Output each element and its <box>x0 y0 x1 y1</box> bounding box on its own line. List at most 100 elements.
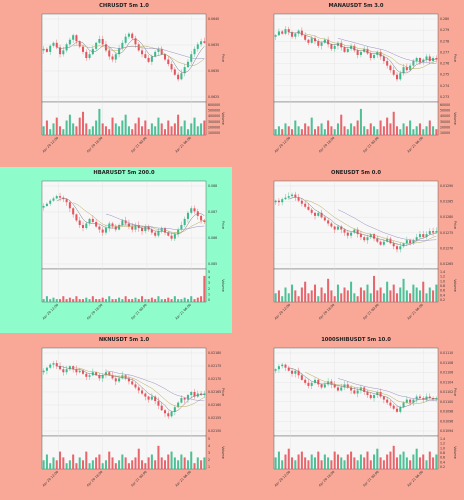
volume-bar <box>304 457 307 469</box>
candle-body <box>196 393 199 397</box>
candle-body <box>200 41 203 45</box>
candle-body <box>134 225 137 230</box>
candle-body <box>359 387 362 391</box>
volume-bar <box>111 299 114 302</box>
volume-tick-label: 1.0 <box>440 446 445 450</box>
x-tick-label: Apr 20 18:00 <box>318 136 336 154</box>
volume-bar <box>163 299 167 302</box>
price-tick-label: 0.274 <box>440 84 449 88</box>
volume-bar <box>127 299 130 302</box>
candle-body <box>330 44 333 49</box>
volume-bar <box>274 293 277 302</box>
candle-body <box>333 45 336 49</box>
candle-body <box>353 45 356 51</box>
volume-axis-label: Volume <box>453 279 457 292</box>
candle-body <box>55 42 58 48</box>
volume-bar <box>323 454 326 469</box>
volume-bar <box>412 284 415 302</box>
price-panel <box>273 180 439 270</box>
volume-tick-label: 50000 <box>440 109 450 113</box>
candle-body <box>81 225 85 229</box>
candle-body <box>157 48 160 52</box>
volume-bar <box>45 120 48 135</box>
volume-bar <box>98 108 101 135</box>
price-tick-label: 0.0635 <box>208 43 219 47</box>
candle-body <box>141 390 144 394</box>
candle-body <box>147 58 150 62</box>
volume-bar <box>81 299 85 302</box>
volume-bar <box>297 296 300 302</box>
volume-bar <box>422 281 425 302</box>
volume-bar <box>180 299 183 302</box>
volume-bar <box>389 123 392 135</box>
candle-body <box>307 206 310 210</box>
volume-bar <box>200 460 203 469</box>
volume-bar <box>124 296 127 302</box>
candle-body <box>323 217 326 221</box>
volume-bar <box>343 126 346 135</box>
candle-body <box>167 232 170 236</box>
volume-bar <box>405 457 408 469</box>
volume-bar <box>134 297 137 302</box>
candle-body <box>150 229 153 233</box>
candle-body <box>294 370 297 374</box>
x-tick-label: Apr 21 06:00 <box>406 136 424 154</box>
volume-bar <box>425 293 428 302</box>
candle-body <box>52 363 55 365</box>
volume-bar <box>356 460 359 469</box>
volume-bar <box>75 126 78 135</box>
volume-tick-label: 0.2 <box>440 465 445 469</box>
volume-bar <box>350 451 353 469</box>
volume-bar <box>281 296 284 302</box>
candle-body <box>170 64 173 70</box>
candle-body <box>104 228 107 233</box>
candle-body <box>42 370 45 373</box>
candle-body <box>45 48 48 52</box>
candle-body <box>85 51 88 58</box>
candle-body <box>294 194 297 198</box>
candle-body <box>297 370 300 376</box>
candle-body <box>163 228 167 233</box>
candle-body <box>95 42 98 49</box>
volume-bar <box>62 296 65 302</box>
candle-body <box>287 196 290 198</box>
price-tick-label: 0.01096 <box>440 419 453 423</box>
volume-bar <box>317 126 320 135</box>
volume-bar <box>405 126 408 135</box>
volume-bar <box>118 460 121 469</box>
volume-bar <box>363 126 366 135</box>
candle-body <box>118 225 121 230</box>
candle-body <box>356 390 359 394</box>
x-tick-label: Apr 20 18:00 <box>86 470 104 488</box>
price-tick-label: 0.01100 <box>440 400 453 404</box>
candle-body <box>432 231 435 233</box>
volume-bar <box>402 278 405 302</box>
chart-panel: NKNUSDT 5m 1.0 0.02180 0.02175 0.02170 0.021… <box>0 334 232 500</box>
candle-body <box>72 208 75 215</box>
candle-body <box>118 378 121 382</box>
volume-bar <box>137 299 140 302</box>
volume-bar <box>81 460 85 469</box>
volume-bar <box>369 293 372 302</box>
volume-bar <box>72 454 75 469</box>
candle-body <box>395 408 399 412</box>
price-tick-label: 0.0630 <box>208 69 219 73</box>
candle-body <box>55 196 58 199</box>
volume-bar <box>95 120 98 135</box>
volume-tick-label: 2 <box>208 458 210 462</box>
candle-body <box>91 218 94 222</box>
volume-bar <box>281 460 284 469</box>
candle-body <box>359 234 362 238</box>
volume-bar <box>340 457 343 469</box>
candle-body <box>88 54 91 58</box>
candle-body <box>376 392 379 396</box>
candle-body <box>183 218 186 225</box>
volume-bar <box>346 290 349 302</box>
volume-bar <box>78 117 81 135</box>
volume-bar <box>422 129 425 135</box>
candle-body <box>104 372 107 376</box>
candle-body <box>395 74 399 80</box>
volume-bar <box>395 457 399 469</box>
moving-average-line <box>288 367 437 408</box>
volume-bar <box>124 114 127 135</box>
